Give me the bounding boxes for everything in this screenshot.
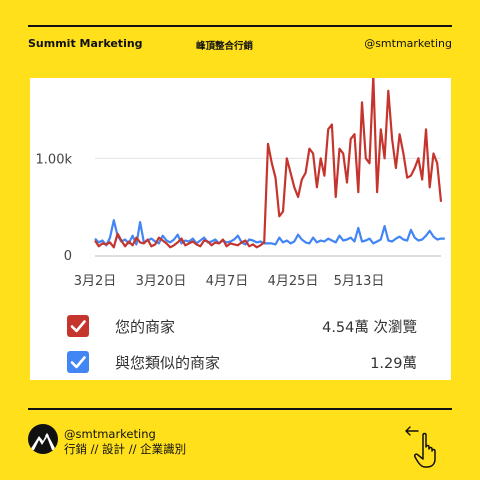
checkmark-icon — [70, 356, 86, 369]
x-tick-label: 3月2日 — [74, 274, 117, 289]
x-tick-label: 3月20日 — [136, 274, 187, 289]
legend-value-similar-businesses: 1.29萬 — [370, 356, 417, 372]
legend-row-your-business[interactable]: 您的商家 4.54萬 次瀏覽 — [30, 306, 451, 346]
legend-value-your-business: 4.54萬 次瀏覽 — [322, 320, 417, 336]
footer-handle: @smtmarketing — [64, 427, 156, 441]
checkbox-your-business[interactable] — [67, 315, 89, 337]
mountain-logo-icon — [28, 424, 58, 454]
header-handle: @smtmarketing — [364, 37, 452, 50]
bottom-divider — [28, 408, 452, 410]
views-line-chart: 1.00k 0 3月2日 3月20日 4月7日 4月25日 5月13日 — [36, 78, 445, 289]
x-tick-label: 4月25日 — [268, 274, 319, 289]
legend-label-your-business: 您的商家 — [115, 318, 176, 336]
top-divider — [28, 25, 452, 27]
checkbox-similar-businesses[interactable] — [67, 351, 89, 373]
legend-label-similar-businesses: 與您類似的商家 — [115, 354, 221, 372]
insights-card: 1.00k 0 3月2日 3月20日 4月7日 4月25日 5月13日 您的商家 4.54… — [30, 78, 451, 380]
y-tick-label: 0 — [64, 249, 72, 264]
x-tick-label: 4月7日 — [206, 274, 249, 289]
series-line — [94, 78, 443, 249]
series-line — [94, 219, 445, 247]
brand-name: Summit Marketing — [28, 37, 143, 50]
x-tick-label: 5月13日 — [334, 274, 385, 289]
legend-row-similar-businesses[interactable]: 與您類似的商家 1.29萬 — [30, 344, 451, 384]
footer-services: 行銷 // 設計 // 企業識別 — [64, 442, 187, 456]
y-tick-label: 1.00k — [36, 152, 73, 167]
brand-tagline: 峰頂整合行銷 — [196, 41, 254, 52]
pointing-hand-icon — [405, 426, 436, 468]
checkmark-icon — [70, 320, 86, 333]
